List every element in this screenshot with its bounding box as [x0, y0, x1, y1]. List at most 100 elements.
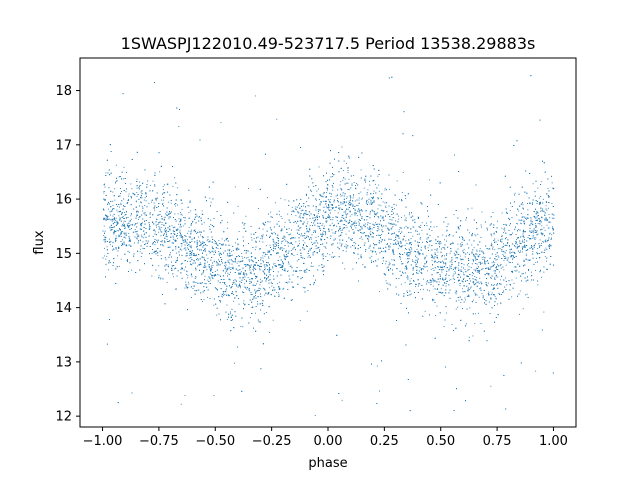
scatter-point [118, 176, 120, 178]
scatter-point [487, 285, 489, 287]
scatter-point [192, 220, 194, 222]
scatter-point [302, 205, 304, 207]
scatter-point [329, 201, 331, 203]
scatter-point [327, 253, 328, 255]
scatter-point [496, 258, 498, 260]
scatter-point [414, 250, 415, 252]
scatter-point [354, 247, 356, 248]
scatter-point [329, 254, 331, 256]
scatter-point [436, 272, 438, 274]
scatter-point [259, 240, 260, 242]
scatter-point [430, 268, 432, 270]
scatter-point [540, 245, 542, 246]
scatter-point [456, 253, 458, 255]
scatter-point [311, 222, 312, 223]
scatter-point [426, 255, 428, 257]
scatter-point [296, 260, 298, 262]
scatter-point [535, 370, 537, 372]
scatter-point [460, 269, 462, 271]
scatter-point [476, 249, 478, 251]
scatter-point [122, 178, 124, 180]
scatter-point [221, 238, 223, 240]
scatter-point [527, 217, 529, 219]
scatter-point [345, 210, 347, 212]
scatter-point [541, 181, 543, 183]
scatter-point [307, 205, 309, 207]
scatter-point [398, 229, 400, 231]
scatter-point [184, 395, 186, 396]
scatter-point [234, 259, 236, 261]
scatter-point [200, 242, 202, 243]
scatter-point [175, 248, 177, 250]
scatter-point [104, 230, 106, 232]
scatter-point [221, 295, 223, 297]
scatter-point [203, 222, 205, 224]
scatter-point [268, 262, 269, 264]
scatter-point [165, 222, 167, 224]
scatter-point [462, 238, 464, 239]
scatter-point [315, 209, 317, 211]
scatter-point [411, 259, 413, 261]
scatter-point [153, 208, 155, 209]
scatter-point [223, 295, 225, 296]
scatter-point [115, 235, 117, 237]
scatter-point [511, 270, 512, 272]
scatter-point [446, 230, 448, 232]
scatter-point [436, 249, 438, 251]
scatter-point [128, 251, 130, 253]
scatter-point [233, 294, 235, 295]
scatter-point [263, 272, 265, 274]
scatter-point [226, 227, 228, 229]
scatter-point [444, 258, 446, 260]
scatter-point [130, 218, 132, 220]
scatter-point [112, 205, 114, 206]
scatter-point [421, 229, 423, 231]
scatter-point [532, 202, 533, 204]
scatter-point [442, 277, 444, 279]
scatter-point [496, 265, 498, 267]
scatter-point [280, 197, 282, 199]
scatter-point [233, 280, 234, 282]
scatter-point [309, 227, 311, 229]
scatter-point [541, 225, 543, 227]
scatter-point [155, 241, 156, 243]
scatter-point [334, 210, 336, 212]
scatter-point [253, 284, 255, 286]
scatter-point [237, 205, 239, 207]
scatter-point [199, 216, 200, 217]
scatter-point [551, 182, 553, 184]
scatter-point [426, 225, 428, 226]
scatter-point [442, 269, 444, 271]
scatter-point [360, 191, 362, 193]
scatter-point [442, 267, 443, 269]
scatter-point [274, 202, 276, 204]
scatter-point [120, 258, 122, 260]
scatter-point [404, 215, 406, 217]
scatter-point [213, 274, 215, 276]
scatter-point [309, 248, 311, 250]
scatter-point [201, 213, 203, 215]
scatter-point [432, 300, 434, 302]
scatter-point [258, 264, 260, 266]
scatter-point [362, 264, 364, 266]
scatter-point [258, 208, 259, 209]
scatter-point [281, 242, 282, 244]
scatter-point [224, 240, 225, 242]
scatter-point [392, 243, 394, 245]
scatter-point [339, 209, 341, 211]
scatter-point [212, 265, 214, 266]
scatter-point [528, 268, 530, 270]
scatter-point [376, 365, 378, 367]
scatter-point [487, 282, 489, 284]
scatter-point [364, 223, 366, 225]
scatter-point [474, 292, 476, 294]
scatter-point [525, 272, 526, 274]
scatter-point [250, 271, 252, 273]
scatter-point [419, 252, 420, 254]
scatter-point [516, 269, 518, 271]
scatter-point [490, 385, 492, 387]
scatter-point [191, 276, 193, 278]
scatter-point [385, 280, 387, 282]
scatter-point [313, 186, 315, 187]
scatter-point [438, 266, 440, 268]
